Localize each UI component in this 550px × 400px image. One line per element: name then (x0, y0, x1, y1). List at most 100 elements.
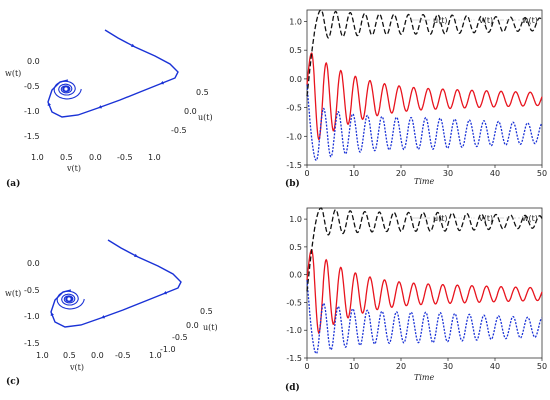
w-tick-a-1: -0.5 (24, 82, 40, 91)
trajectory-arrow-a-1 (160, 81, 164, 85)
trajectory-c (50, 239, 182, 328)
u-tick-c-0: 0.5 (200, 307, 213, 316)
x-tick-label-d-1: 10 (349, 362, 359, 371)
v-tick-c-2: 0.0 (91, 351, 104, 360)
v-tick-a-3: -0.5 (117, 153, 133, 162)
legend-w-b: w(t) (522, 16, 538, 25)
x-tick-label-d-2: 20 (396, 362, 406, 371)
v-tick-c-4: 1.0 (149, 351, 162, 360)
v-axis-label-c: v(t) (69, 363, 84, 372)
v-tick-a-0: 1.0 (31, 153, 44, 162)
trajectory-path-c (50, 239, 182, 328)
legend-v-b: v(t) (479, 16, 493, 25)
phase-portrait-c: 0.0 -0.5 -1.0 -1.5 w(t) 1.0 0.5 0.0 -0.5… (5, 239, 218, 387)
attractor-center-c (67, 297, 71, 301)
w-tick-a-0: 0.0 (27, 57, 40, 66)
u-tick-a-1: 0.0 (184, 107, 197, 116)
series-b (306, 9, 543, 162)
panel-label-d: (d) (285, 382, 300, 393)
v-tick-c-1: 0.5 (63, 351, 76, 360)
trajectory-arrow-a-0 (131, 43, 135, 47)
legend-w-d: w(t) (522, 214, 538, 223)
legend-u-b: u(t) (433, 16, 447, 25)
u-tick-c-2: -0.5 (172, 333, 188, 342)
panel-label-c: (c) (6, 376, 20, 387)
series-line-vt-b (306, 84, 543, 162)
legend-u-d: u(t) (433, 214, 447, 223)
y-tick-label-b-5: -1.5 (286, 161, 302, 170)
trajectory-path-a (47, 29, 179, 118)
w-tick-c-0: 0.0 (27, 259, 40, 268)
w-axis-label-a: w(t) (5, 69, 21, 78)
w-tick-a-3: -1.5 (24, 132, 40, 141)
series-line-vt-d (306, 280, 543, 355)
v-tick-c-0: 1.0 (36, 351, 49, 360)
y-tick-label-d-4: -1.0 (286, 326, 302, 335)
v-tick-a-4: 1.0 (148, 153, 161, 162)
legend-b: u(t) v(t) w(t) (410, 16, 538, 25)
w-tick-a-2: -1.0 (24, 107, 40, 116)
time-series-d: 0 10 20 30 40 50 1.0 0.5 0.0 -0.5 -1.0 -1.5 u(t) v(… (285, 207, 547, 393)
u-tick-a-0: 0.5 (196, 88, 209, 97)
series-line-wt-b (306, 9, 543, 97)
u-axis-label-c: u(t) (203, 323, 218, 332)
x-tick-label-b-5: 50 (537, 169, 547, 178)
u-tick-c-3: -1.0 (160, 345, 176, 354)
x-tick-label-d-3: 30 (443, 362, 453, 371)
series-line-ut-d (306, 248, 543, 335)
u-tick-a-2: -0.5 (171, 126, 187, 135)
ticks-b: 0 10 20 30 40 50 1.0 0.5 0.0 -0.5 -1.0 -1.5 (286, 17, 547, 178)
y-tick-label-b-3: -0.5 (286, 104, 302, 113)
x-tick-label-b-3: 30 (443, 169, 453, 178)
w-axis-label-c: w(t) (5, 289, 21, 298)
y-tick-label-b-4: -1.0 (286, 132, 302, 141)
attractor-center-a (64, 87, 68, 91)
trajectory-a (47, 29, 179, 118)
panel-label-a: (a) (6, 178, 20, 189)
w-tick-c-3: -1.5 (24, 339, 40, 348)
y-tick-label-b-0: 1.0 (289, 17, 302, 26)
series-line-ut-b (306, 52, 543, 141)
x-tick-label-d-0: 0 (304, 362, 309, 371)
x-tick-label-b-2: 20 (396, 169, 406, 178)
series-line-wt-d (306, 207, 543, 292)
phase-portrait-a: 0.0 -0.5 -1.0 -1.5 w(t) 1.0 0.5 0.0 -0.5… (5, 29, 213, 189)
x-axis-label-d: Time (414, 373, 434, 382)
y-tick-label-b-1: 0.5 (289, 46, 302, 55)
legend-v-d: v(t) (479, 214, 493, 223)
legend-d: u(t) v(t) w(t) (410, 214, 538, 223)
u-axis-label-a: u(t) (198, 113, 213, 122)
x-tick-label-d-4: 40 (490, 362, 500, 371)
y-tick-label-d-0: 1.0 (289, 215, 302, 224)
trajectory-arrow-c-2 (101, 315, 105, 319)
u-tick-c-1: 0.0 (186, 321, 199, 330)
trajectory-arrow-c-0 (134, 253, 138, 257)
v-tick-a-2: 0.0 (89, 153, 102, 162)
trajectory-arrow-a-2 (98, 105, 102, 109)
time-series-b: 0 10 20 30 40 50 1.0 0.5 0.0 -0.5 -1.0 -1.5 u(t) v(… (285, 9, 547, 189)
x-tick-label-b-0: 0 (304, 169, 309, 178)
v-tick-c-3: -0.5 (115, 351, 131, 360)
trajectory-arrow-c-3 (50, 312, 54, 316)
x-tick-label-b-1: 10 (349, 169, 359, 178)
w-tick-c-2: -1.0 (24, 312, 40, 321)
w-tick-c-1: -0.5 (24, 286, 40, 295)
y-tick-label-d-3: -0.5 (286, 298, 302, 307)
series-d (306, 207, 543, 355)
y-tick-label-d-1: 0.5 (289, 243, 302, 252)
plot-frame-b (306, 9, 543, 166)
y-tick-label-d-5: -1.5 (286, 354, 302, 363)
ticks-d: 0 10 20 30 40 50 1.0 0.5 0.0 -0.5 -1.0 -1.5 (286, 215, 547, 371)
x-tick-label-b-4: 40 (490, 169, 500, 178)
x-tick-label-d-5: 50 (537, 362, 547, 371)
y-tick-label-b-2: 0.0 (289, 75, 302, 84)
plot-frame-d (306, 207, 543, 359)
trajectory-arrow-c-1 (163, 291, 167, 295)
x-axis-label-b: Time (414, 177, 434, 186)
y-tick-label-d-2: 0.0 (289, 271, 302, 280)
trajectory-arrow-a-3 (47, 102, 51, 106)
v-tick-a-1: 0.5 (60, 153, 73, 162)
v-axis-label-a: v(t) (66, 164, 81, 173)
panel-label-b: (b) (285, 178, 300, 189)
